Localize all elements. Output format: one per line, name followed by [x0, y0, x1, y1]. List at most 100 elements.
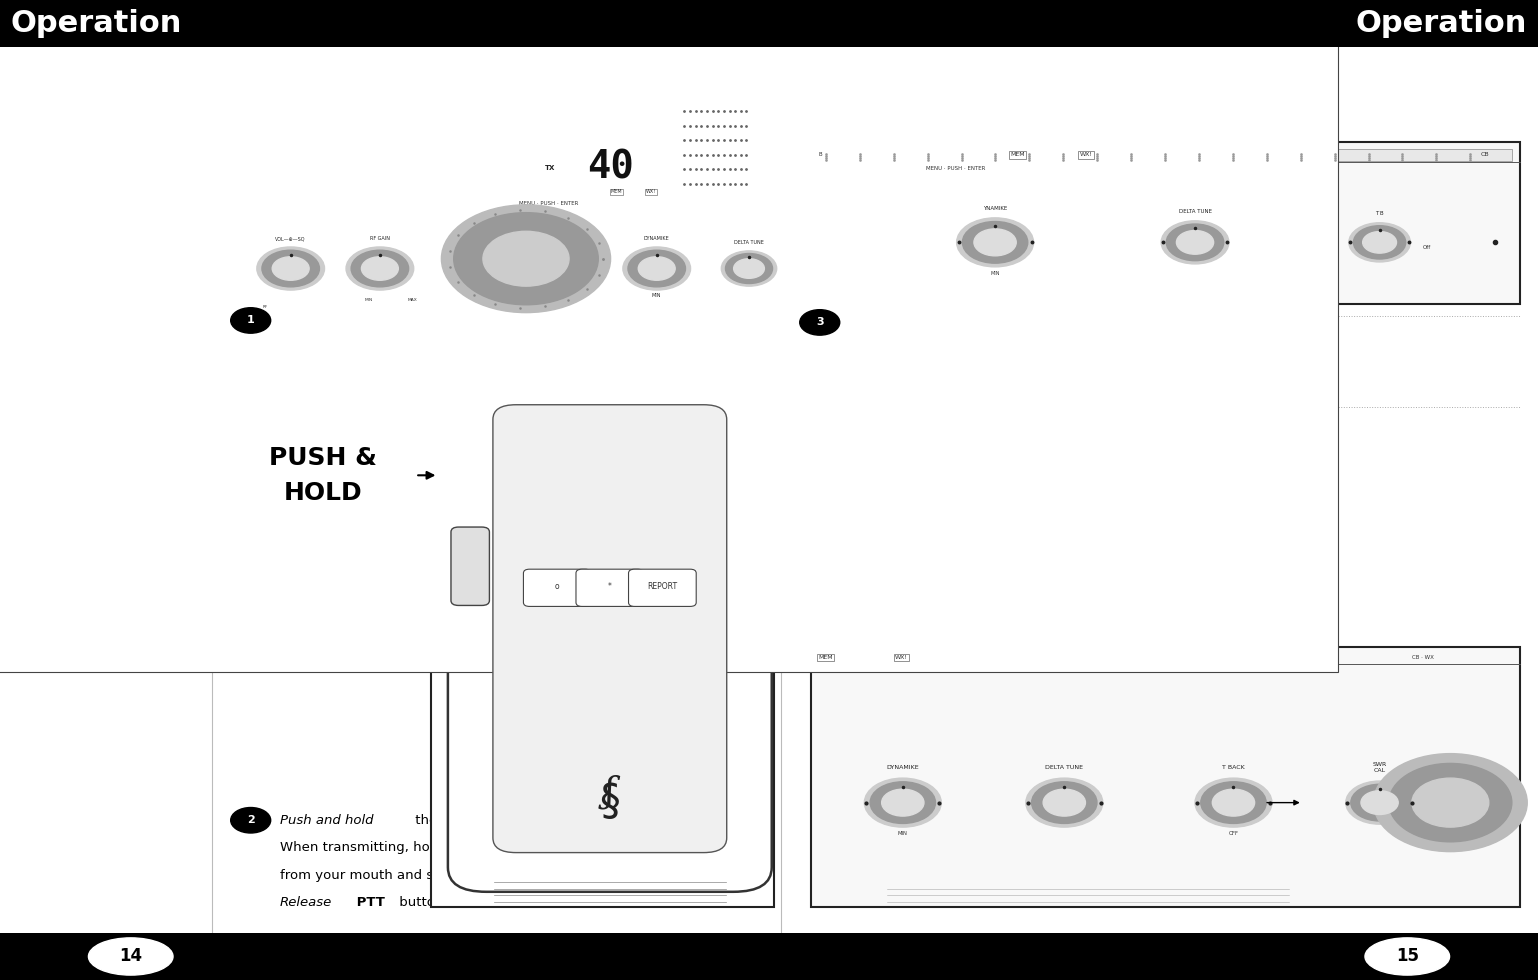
Text: RF: RF: [257, 124, 261, 128]
FancyBboxPatch shape: [451, 527, 489, 606]
Text: modulation talk back present at the speaker during: modulation talk back present at the spea…: [811, 495, 1155, 508]
Text: o: o: [555, 582, 560, 591]
Text: MEM: MEM: [1010, 152, 1026, 158]
FancyBboxPatch shape: [492, 405, 727, 853]
Text: CB: CB: [1480, 152, 1489, 158]
Text: STOP: STOP: [131, 235, 165, 245]
FancyBboxPatch shape: [523, 569, 591, 607]
Text: ʃ: ʃ: [604, 774, 615, 808]
Text: When transmitting, hold the microphone two inches: When transmitting, hold the microphone t…: [280, 841, 628, 855]
Text: DYNAMIKE: DYNAMIKE: [644, 236, 669, 241]
Text: SWR
CAL: SWR CAL: [1372, 762, 1387, 773]
Circle shape: [963, 221, 1027, 264]
Circle shape: [231, 308, 271, 333]
Text: Caution!: Caution!: [9, 231, 66, 245]
FancyBboxPatch shape: [431, 370, 774, 906]
Text: WX!: WX!: [646, 189, 657, 194]
Circle shape: [346, 247, 414, 290]
Text: Be sure to read the F.C.C. Rules
and Regulations included with
this unit before : Be sure to read the F.C.C. Rules and Reg…: [9, 416, 174, 456]
Text: TX: TX: [544, 165, 555, 171]
Text: from your mouth and speak in a clear, normal voice.: from your mouth and speak in a clear, no…: [280, 868, 631, 882]
Ellipse shape: [1366, 938, 1449, 975]
Text: PTT: PTT: [352, 896, 384, 909]
Text: TalkBack: TalkBack: [1192, 566, 1258, 579]
Text: Push and hold: Push and hold: [280, 813, 374, 827]
Text: may have to be reduced in some conditions.: may have to be reduced in some condition…: [849, 374, 1146, 388]
Circle shape: [454, 213, 598, 305]
Circle shape: [1212, 789, 1255, 816]
Text: Initially, set: Initially, set: [849, 316, 930, 329]
Text: SWR  1.5   2      3             CAL: SWR 1.5 2 3 CAL: [346, 97, 406, 101]
Circle shape: [1161, 220, 1229, 264]
Circle shape: [483, 231, 569, 286]
Text: Setting Dynamike®: Setting Dynamike®: [811, 57, 1009, 74]
Circle shape: [1349, 222, 1410, 262]
Circle shape: [974, 229, 1017, 256]
Text: 40: 40: [588, 149, 634, 186]
Text: Operation: Operation: [11, 9, 181, 38]
Text: so that: so that: [1190, 316, 1241, 329]
Circle shape: [1373, 754, 1527, 852]
FancyBboxPatch shape: [241, 88, 763, 314]
Circle shape: [361, 257, 398, 280]
Circle shape: [871, 782, 935, 823]
Text: maximum voice volume is available. The Dynamike: maximum voice volume is available. The D…: [849, 345, 1193, 359]
Text: YNAMIKE: YNAMIKE: [983, 206, 1007, 211]
Circle shape: [1177, 230, 1213, 254]
Circle shape: [1032, 782, 1097, 823]
Circle shape: [800, 310, 840, 335]
Text: *: *: [608, 582, 612, 591]
Circle shape: [1412, 778, 1489, 827]
Text: RF GAIN: RF GAIN: [369, 236, 391, 241]
Text: This controls the microphone sensitivity: This controls the microphone sensitivity: [811, 104, 1077, 117]
Text: Be sure the antenna is properly
connected to the radio before
transmitting. Tran: Be sure the antenna is properly connecte…: [9, 279, 183, 362]
Text: DELTA TUNE: DELTA TUNE: [1046, 765, 1083, 770]
FancyBboxPatch shape: [254, 93, 338, 191]
Text: MENU · PUSH · ENTER: MENU · PUSH · ENTER: [520, 201, 578, 207]
Text: Select: Select: [280, 314, 320, 327]
FancyBboxPatch shape: [0, 0, 1338, 671]
Text: MIN: MIN: [365, 298, 372, 302]
Circle shape: [623, 247, 691, 290]
Text: DYNAMIKE: DYNAMIKE: [886, 765, 920, 770]
Circle shape: [881, 789, 924, 816]
Text: PTT: PTT: [444, 813, 472, 827]
FancyBboxPatch shape: [0, 0, 1538, 47]
Text: Dynamike: Dynamike: [957, 316, 1030, 329]
FancyBboxPatch shape: [629, 569, 697, 607]
Text: MIN: MIN: [898, 831, 907, 836]
Circle shape: [1043, 789, 1086, 816]
Text: counter-clockwise: counter-clockwise: [915, 566, 1034, 579]
Text: SIG  1    3    5  7  9  +30dB: SIG 1 3 5 7 9 +30dB: [346, 182, 400, 186]
FancyBboxPatch shape: [448, 366, 772, 892]
Text: To Transmit: To Transmit: [241, 61, 358, 78]
Polygon shape: [98, 209, 197, 271]
Text: At the fully: At the fully: [811, 566, 887, 579]
Circle shape: [864, 778, 941, 827]
Text: a desired channel.: a desired channel.: [346, 314, 474, 327]
Circle shape: [957, 218, 1034, 267]
Text: MIN: MIN: [652, 293, 661, 298]
Text: 15: 15: [1397, 948, 1418, 965]
Circle shape: [1201, 782, 1266, 823]
Text: MIN: MIN: [990, 270, 1000, 275]
Circle shape: [734, 259, 764, 278]
Text: button to transmit.: button to transmit.: [481, 813, 612, 827]
Text: CB · WX: CB · WX: [1412, 655, 1433, 661]
Circle shape: [1363, 231, 1397, 253]
Text: Operation: Operation: [1357, 9, 1527, 38]
Text: WX!: WX!: [1080, 152, 1092, 158]
FancyBboxPatch shape: [231, 421, 415, 529]
Text: REPORT: REPORT: [647, 582, 677, 591]
Text: ANL: ANL: [257, 105, 265, 109]
FancyBboxPatch shape: [672, 93, 758, 191]
Text: Off: Off: [838, 596, 861, 609]
Circle shape: [441, 205, 611, 313]
Text: transmit.: transmit.: [811, 525, 871, 538]
Text: HOLD: HOLD: [283, 481, 363, 505]
Text: Release: Release: [280, 896, 332, 909]
Circle shape: [638, 257, 675, 280]
Text: position the: position the: [1087, 566, 1175, 579]
Text: .: .: [887, 596, 892, 609]
Circle shape: [272, 257, 309, 280]
